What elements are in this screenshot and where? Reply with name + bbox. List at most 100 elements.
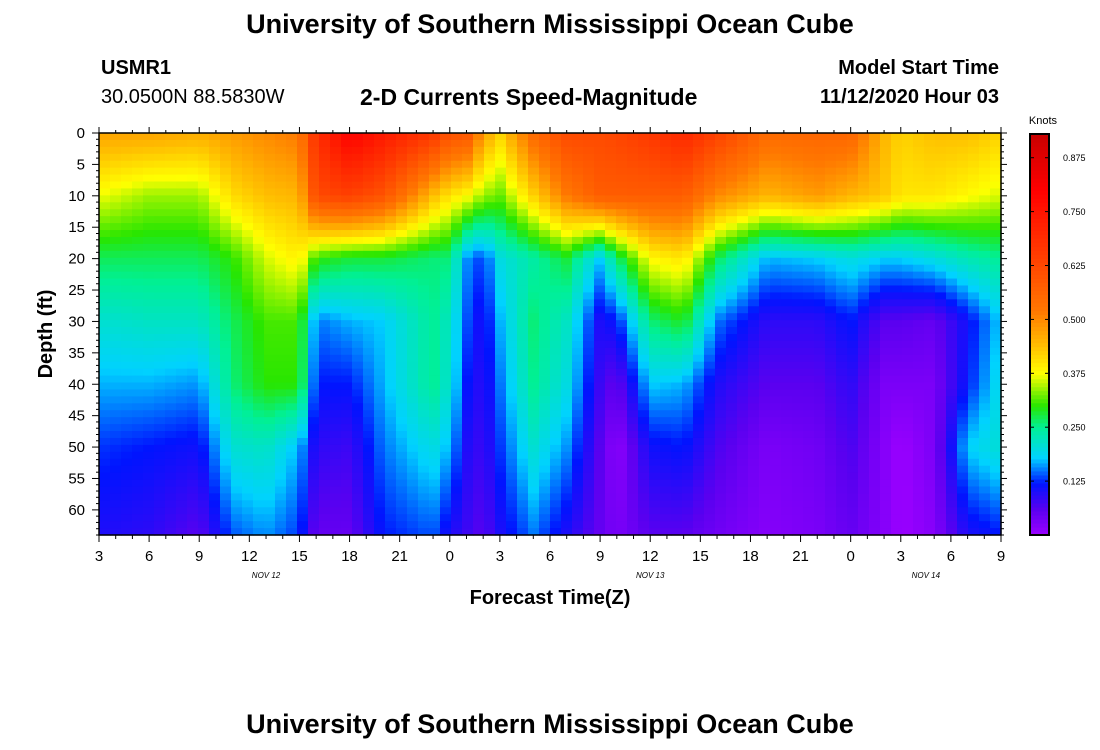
heatmap-cell [143,472,155,481]
heatmap-cell [330,167,342,176]
heatmap-cell [704,437,716,446]
heatmap-cell [583,306,595,314]
heatmap-cell [143,431,155,439]
heatmap-cell [297,243,309,252]
heatmap-cell [924,223,936,231]
heatmap-cell [891,403,903,411]
heatmap-cell [473,403,485,411]
heatmap-cell [385,465,397,474]
heatmap-cell [550,368,562,377]
heatmap-cell [682,278,694,287]
heatmap-cell [253,243,265,252]
heatmap-cell [429,507,441,515]
heatmap-cell [847,340,859,349]
heatmap-cell [924,320,936,328]
heatmap-cell [319,202,331,210]
heatmap-cell [385,243,397,252]
heatmap-cell [792,209,804,217]
heatmap-cell [484,458,496,467]
heatmap-cell [649,278,661,287]
heatmap-cell [858,486,870,495]
heatmap-cell [253,347,265,356]
heatmap-cell [671,313,683,321]
heatmap-cell [704,521,716,529]
heatmap-cell [627,458,639,467]
heatmap-cell [627,160,639,169]
heatmap-cell [561,368,573,377]
heatmap-cell [627,202,639,210]
heatmap-cell [308,417,320,425]
heatmap-cell [99,417,111,425]
heatmap-cell [176,216,188,224]
heatmap-cell [902,507,914,515]
heatmap-cell [484,223,496,231]
heatmap-cell [990,223,1002,231]
heatmap-cell [583,410,595,418]
heatmap-cell [671,320,683,328]
heatmap-cell [220,236,232,245]
heatmap-cell [473,230,485,238]
heatmap-cell [231,167,243,176]
heatmap-cell [825,396,837,404]
heatmap-cell [649,139,661,148]
heatmap-cell [418,458,430,467]
heatmap-cell [935,382,947,391]
heatmap-cell [451,403,463,411]
heatmap-cell [704,382,716,391]
heatmap-cell [154,361,166,370]
heatmap-cell [770,167,782,176]
heatmap-cell [770,195,782,203]
heatmap-cell [605,306,617,314]
heatmap-cell [396,375,408,384]
heatmap-cell [253,410,265,418]
heatmap-cell [737,382,749,391]
heatmap-cell [814,437,826,446]
heatmap-cell [407,521,419,529]
heatmap-cell [572,292,584,300]
heatmap-cell [231,160,243,169]
heatmap-cell [682,403,694,411]
heatmap-cell [539,195,551,203]
heatmap-cell [297,250,309,259]
heatmap-cell [935,479,947,488]
heatmap-cell [770,528,782,536]
heatmap-cell [209,465,221,474]
heatmap-cell [462,160,474,169]
heatmap-cell [550,167,562,176]
heatmap-cell [583,133,595,141]
heatmap-cell [374,306,386,314]
heatmap-cell [363,431,375,439]
heatmap-cell [682,195,694,203]
heatmap-cell [154,202,166,210]
heatmap-cell [924,216,936,224]
heatmap-cell [385,375,397,384]
heatmap-cell [440,285,452,294]
heatmap-cell [198,521,210,529]
heatmap-cell [770,389,782,397]
heatmap-cell [913,410,925,418]
heatmap-cell [253,209,265,217]
heatmap-cell [462,223,474,231]
heatmap-cell [264,195,276,203]
heatmap-cell [682,528,694,536]
heatmap-cell [198,216,210,224]
heatmap-cell [132,327,144,335]
heatmap-cell [121,167,133,176]
heatmap-cell [440,306,452,314]
heatmap-cell [583,431,595,439]
heatmap-cell [847,368,859,377]
heatmap-cell [671,458,683,467]
heatmap-cell [990,424,1002,432]
heatmap-cell [473,396,485,404]
heatmap-cell [275,236,287,245]
heatmap-cell [748,257,760,266]
heatmap-cell [418,347,430,356]
heatmap-cell [682,354,694,363]
heatmap-cell [374,507,386,515]
heatmap-cell [407,368,419,377]
heatmap-cell [913,514,925,522]
heatmap-cell [187,465,199,474]
heatmap-cell [902,458,914,467]
heatmap-cell [792,285,804,294]
heatmap-cell [187,472,199,481]
